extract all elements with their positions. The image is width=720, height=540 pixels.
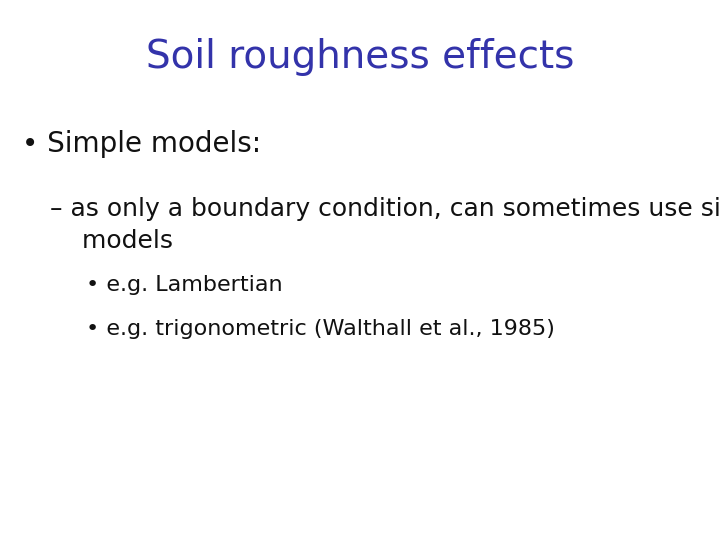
Text: • Simple models:: • Simple models: [22, 130, 261, 158]
Text: • e.g. trigonometric (Walthall et al., 1985): • e.g. trigonometric (Walthall et al., 1… [86, 319, 555, 339]
Text: – as only a boundary condition, can sometimes use simple
    models: – as only a boundary condition, can some… [50, 197, 720, 253]
Text: • e.g. Lambertian: • e.g. Lambertian [86, 275, 283, 295]
Text: Soil roughness effects: Soil roughness effects [146, 38, 574, 76]
